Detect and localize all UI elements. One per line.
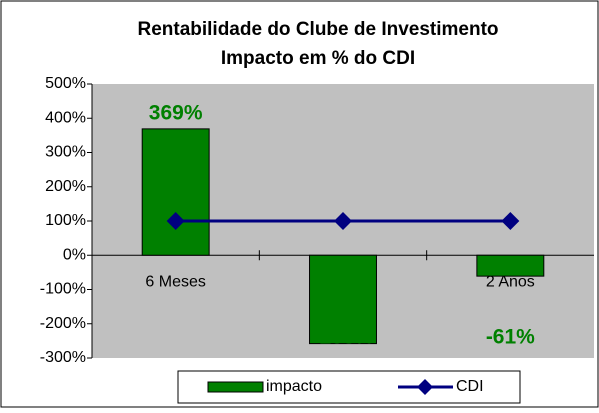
y-tick-label: -200% xyxy=(40,315,86,332)
y-tick-label: 500% xyxy=(45,75,86,92)
data-label: 369% xyxy=(149,101,203,124)
bar xyxy=(141,128,210,256)
y-tick-label: 400% xyxy=(45,109,86,126)
legend-marker xyxy=(417,379,433,395)
y-tick-label: 0% xyxy=(63,246,86,263)
y-tick-label: 300% xyxy=(45,144,86,161)
y-tick-label: -100% xyxy=(40,281,86,298)
data-label: -61% xyxy=(486,326,535,349)
bar xyxy=(476,254,545,277)
marker xyxy=(166,212,185,230)
y-tick-label: 100% xyxy=(45,212,86,229)
x-tick-label: 2 Anos xyxy=(486,273,535,290)
marker xyxy=(501,212,520,230)
bar xyxy=(309,254,377,345)
legend-swatch xyxy=(207,381,264,393)
legend-label: impacto xyxy=(266,378,322,395)
y-tick-label: 200% xyxy=(45,178,86,195)
x-tick-label: 6 Meses xyxy=(145,273,205,290)
data-label: -258% xyxy=(313,326,374,349)
chart-title: Rentabilidade do Clube de Investimento xyxy=(137,19,498,40)
legend-label: CDI xyxy=(456,378,484,395)
marker xyxy=(334,212,352,230)
chart-subtitle: Impacto em % do CDI xyxy=(221,48,415,69)
y-tick-label: -300% xyxy=(40,349,86,366)
